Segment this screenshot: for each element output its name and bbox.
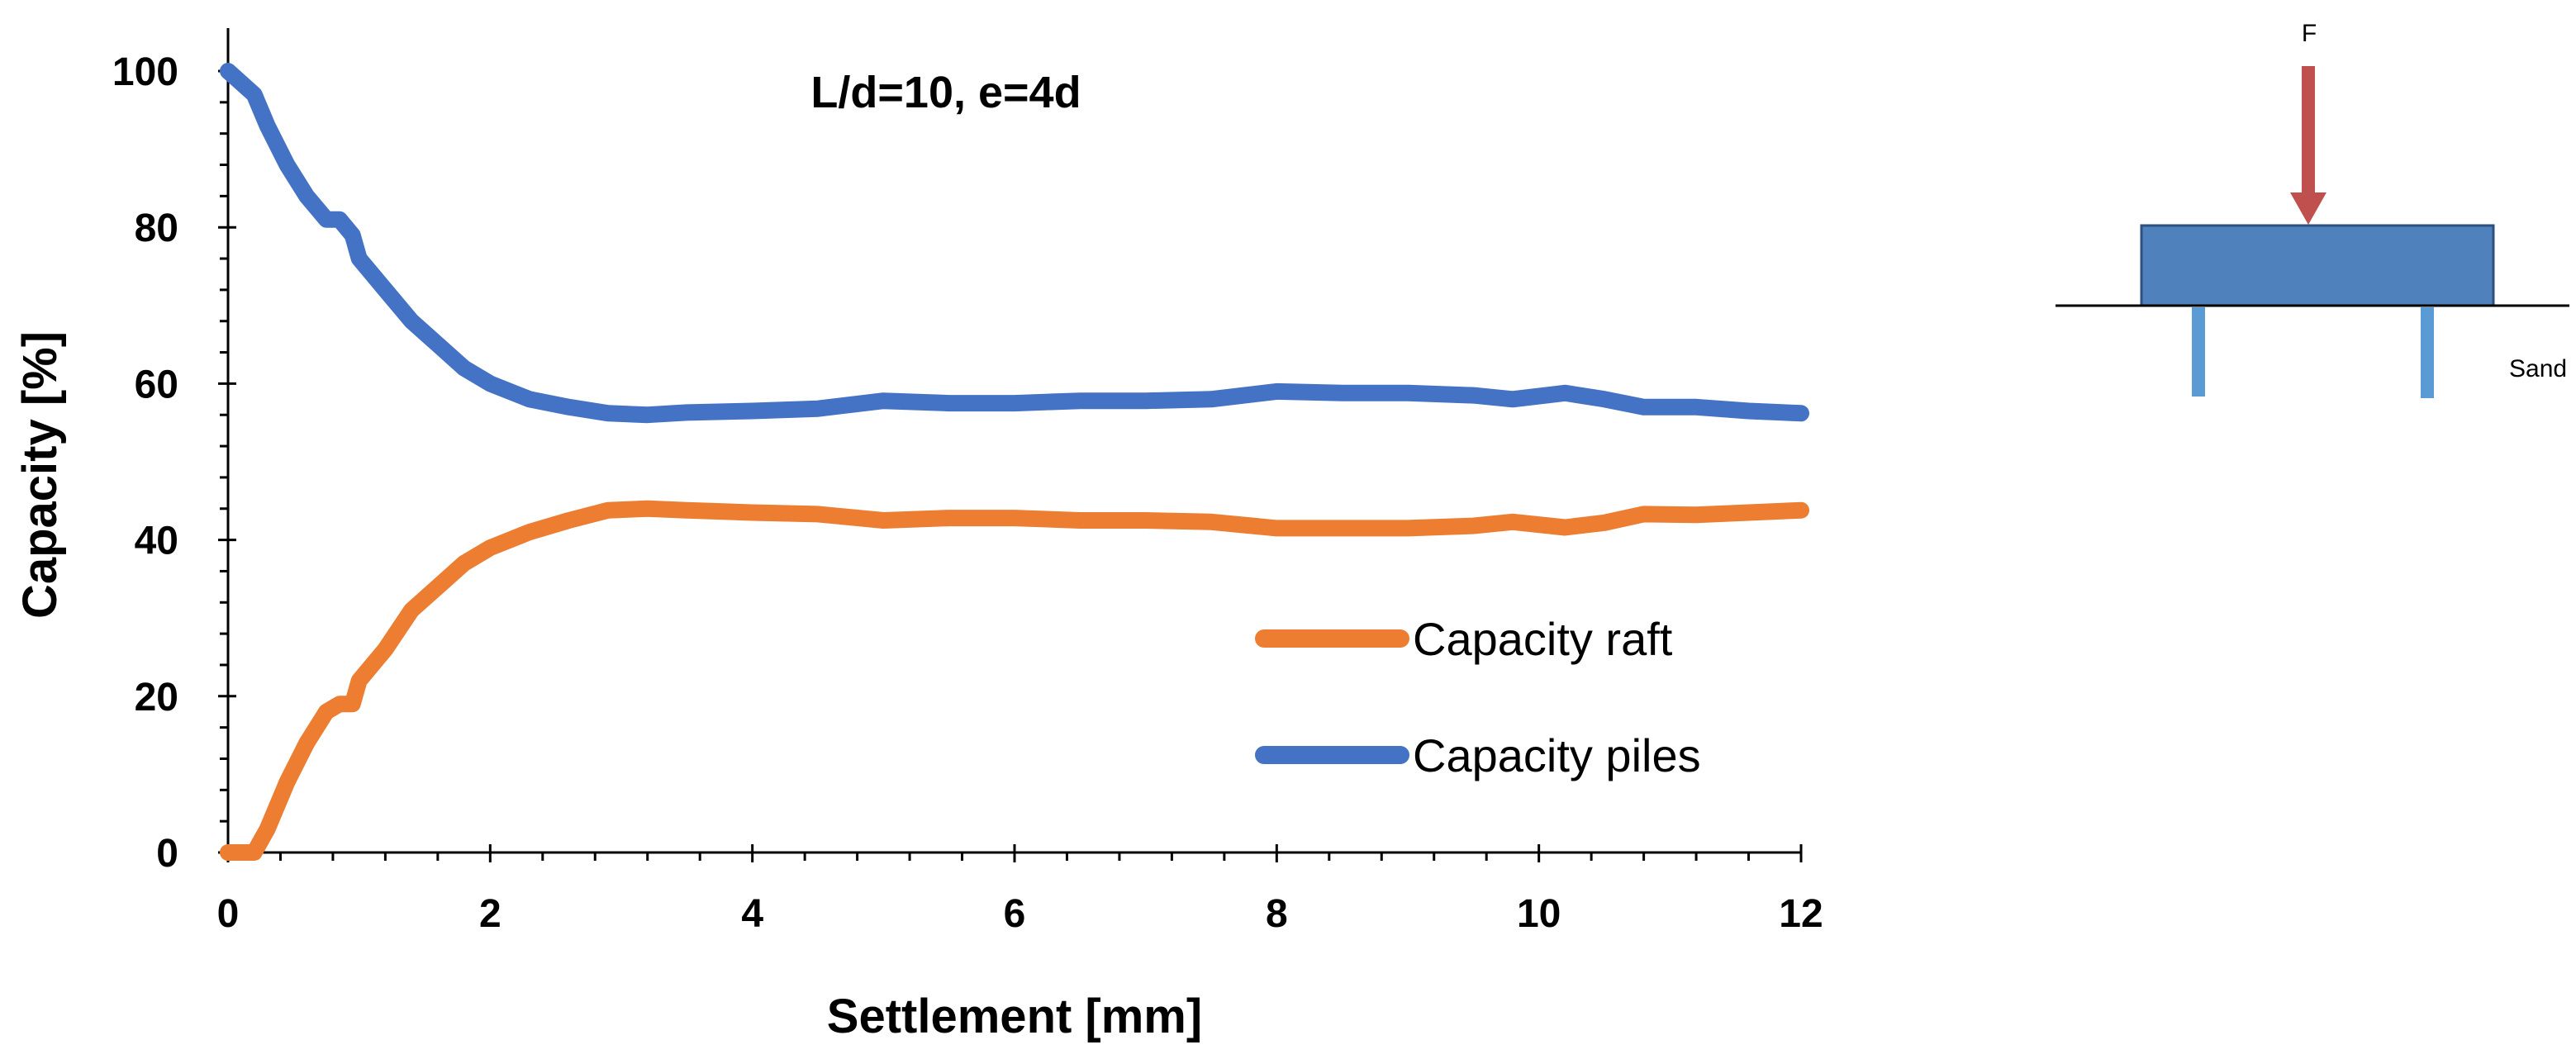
- force-arrow-head: [2290, 192, 2326, 225]
- legend-label-raft: Capacity raft: [1413, 613, 1673, 665]
- x-axis-title: Settlement [mm]: [827, 990, 1202, 1043]
- piled-raft-diagram: F Sand: [2056, 20, 2569, 398]
- series-layer: [220, 63, 1809, 861]
- x-tick-label: 8: [1266, 892, 1288, 936]
- series-line-capacity-raft: [220, 500, 1809, 861]
- pile-right: [2421, 307, 2434, 398]
- x-tick-label: 10: [1517, 892, 1561, 936]
- x-ticks: 0 2 4 6 8 10 12: [217, 844, 1823, 936]
- x-tick-label: 4: [741, 892, 763, 936]
- y-tick-label: 40: [135, 520, 178, 563]
- chart-title: L/d=10, e=4d: [810, 68, 1081, 117]
- x-tick-label: 6: [1004, 892, 1026, 936]
- x-tick-label: 12: [1779, 892, 1823, 936]
- y-axis-title: Capacity [%]: [13, 331, 67, 619]
- pile-left: [2192, 307, 2205, 397]
- legend: Capacity raft Capacity piles: [1255, 613, 1701, 781]
- y-tick-label: 20: [135, 676, 178, 719]
- soil-label: Sand: [2509, 355, 2567, 382]
- y-tick-label: 80: [135, 207, 178, 250]
- legend-label-piles: Capacity piles: [1413, 729, 1701, 781]
- y-tick-label: 60: [135, 363, 178, 406]
- force-label: F: [2302, 20, 2317, 47]
- y-tick-label: 0: [156, 832, 178, 876]
- y-ticks: 0 20 40 60 80 100: [112, 50, 236, 876]
- raft: [2140, 224, 2495, 307]
- force-arrow-shaft: [2302, 66, 2315, 194]
- x-tick-label: 2: [479, 892, 501, 936]
- axes: 0 20 40 60 80 100 0 2 4 6 8 10 12: [112, 28, 1823, 936]
- x-tick-label: 0: [217, 892, 240, 936]
- series-line-capacity-piles: [220, 63, 1809, 424]
- y-tick-label: 100: [112, 50, 178, 94]
